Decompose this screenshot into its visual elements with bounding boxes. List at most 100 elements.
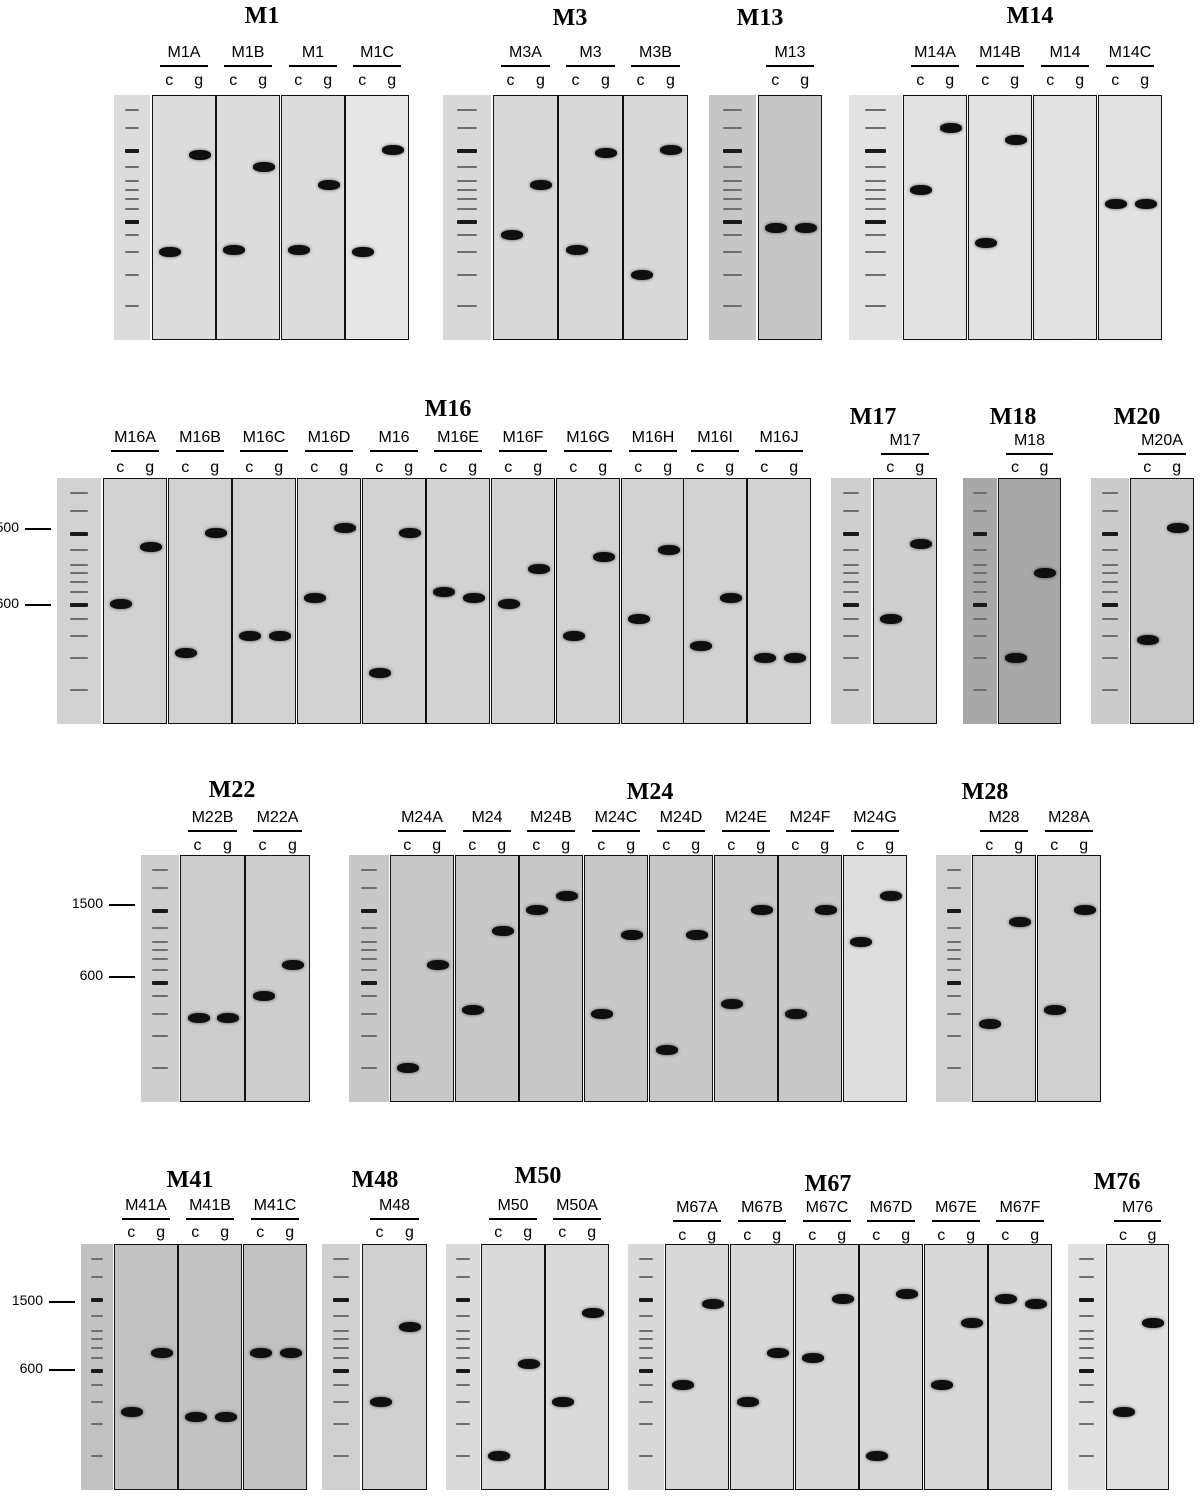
lane-underline [1006, 453, 1053, 455]
lane-label: M16J [759, 429, 799, 446]
cdna-band [500, 230, 523, 241]
genomic-lane-label: g [966, 1227, 976, 1244]
genomic-band [1004, 135, 1027, 146]
cdna-band [304, 593, 327, 604]
genomic-band [719, 593, 742, 604]
lane-label: M24E [725, 809, 767, 826]
ladder-band [1102, 635, 1118, 638]
ladder-band [723, 305, 742, 308]
cdna-lane-label: c [760, 459, 769, 476]
ladder-band [723, 166, 742, 169]
ladder-band [333, 1315, 349, 1318]
ladder-band [973, 492, 987, 495]
cdna-lane-label: c [506, 72, 515, 89]
lane-box [730, 1244, 794, 1490]
cdna-lane-label: c [808, 1227, 817, 1244]
genomic-band [939, 122, 962, 133]
lane-underline [434, 450, 482, 452]
ladder-band [864, 148, 887, 153]
ladder-band [90, 1347, 104, 1350]
panel-title: M16 [424, 396, 472, 422]
lane-underline [1138, 453, 1186, 455]
cdna-band [252, 991, 275, 1002]
ladder-band [1102, 509, 1118, 512]
ladder-lane [936, 855, 971, 1102]
lane-label: M41A [125, 1197, 167, 1214]
genomic-band [783, 653, 806, 664]
panel-title: M41 [166, 1167, 214, 1193]
ladder-band [124, 273, 140, 276]
genomic-band [462, 593, 485, 604]
genomic-lane-label: g [535, 72, 545, 89]
ladder-band [1079, 1423, 1094, 1426]
ladder-band [638, 1258, 654, 1261]
lane-underline [463, 830, 511, 832]
lane-label: M1C [360, 44, 394, 61]
panel-title: M20 [1113, 404, 1161, 430]
genomic-lane-label: g [1039, 459, 1049, 476]
ladder-band [946, 1035, 961, 1038]
lane-label: M20A [1141, 432, 1183, 449]
ladder-band [843, 532, 859, 537]
ladder-lane [114, 95, 150, 340]
genomic-lane-label: g [156, 1224, 166, 1241]
ladder-band [843, 492, 859, 495]
genomic-band [517, 1359, 540, 1370]
ladder-band [90, 1337, 104, 1340]
lane-label: M16A [114, 429, 156, 446]
ladder-band [333, 1337, 349, 1340]
cdna-lane-label: c [662, 837, 671, 854]
lane-underline [253, 830, 302, 832]
lane-label: M3A [509, 44, 542, 61]
lane-underline [564, 450, 612, 452]
genomic-band [426, 959, 449, 970]
lane-box [859, 1244, 923, 1490]
ladder-band [1102, 617, 1118, 620]
lane-underline [691, 450, 739, 452]
panel-title: M13 [736, 5, 784, 31]
ladder-band [124, 180, 140, 183]
lane-label: M17 [889, 432, 921, 449]
cdna-lane-label: c [116, 459, 125, 476]
ladder-band [333, 1298, 349, 1303]
ladder-band [361, 949, 377, 952]
ladder-band [864, 251, 887, 254]
lane-underline [881, 453, 929, 455]
ladder-band [152, 886, 168, 889]
lane-underline [1106, 65, 1154, 67]
panel-title: M28 [961, 779, 1009, 805]
ladder-band [456, 1347, 470, 1350]
ladder-band [90, 1258, 104, 1261]
cdna-band [121, 1407, 144, 1418]
ladder-band [638, 1329, 654, 1332]
genomic-lane-label: g [1030, 1227, 1040, 1244]
lane-underline [501, 65, 550, 67]
genomic-band [831, 1294, 854, 1305]
ladder-band [361, 941, 377, 944]
lane-label: M24A [401, 809, 443, 826]
ladder-band [723, 109, 742, 112]
genomic-band [381, 144, 404, 155]
ladder-band [1079, 1337, 1094, 1340]
genomic-lane-label: g [1172, 459, 1182, 476]
ladder-band [1079, 1298, 1094, 1303]
ladder-band [723, 207, 742, 210]
panel-title: M14 [1006, 3, 1054, 29]
ladder-band [90, 1357, 104, 1360]
size-marker-tick [49, 1369, 75, 1371]
ladder-band [457, 207, 477, 210]
ladder-band [90, 1298, 104, 1303]
size-marker-label: 600 [0, 595, 19, 611]
cdna-band [288, 245, 311, 256]
ladder-band [973, 617, 987, 620]
ladder-band [638, 1369, 654, 1374]
genomic-lane-label: g [945, 72, 955, 89]
genomic-lane-label: g [587, 1224, 597, 1241]
lane-box [747, 478, 811, 724]
lane-underline [305, 450, 353, 452]
genomic-lane-label: g [258, 72, 268, 89]
size-marker-tick [25, 604, 51, 606]
lane-box [455, 855, 519, 1102]
cdna-band [1137, 635, 1160, 646]
